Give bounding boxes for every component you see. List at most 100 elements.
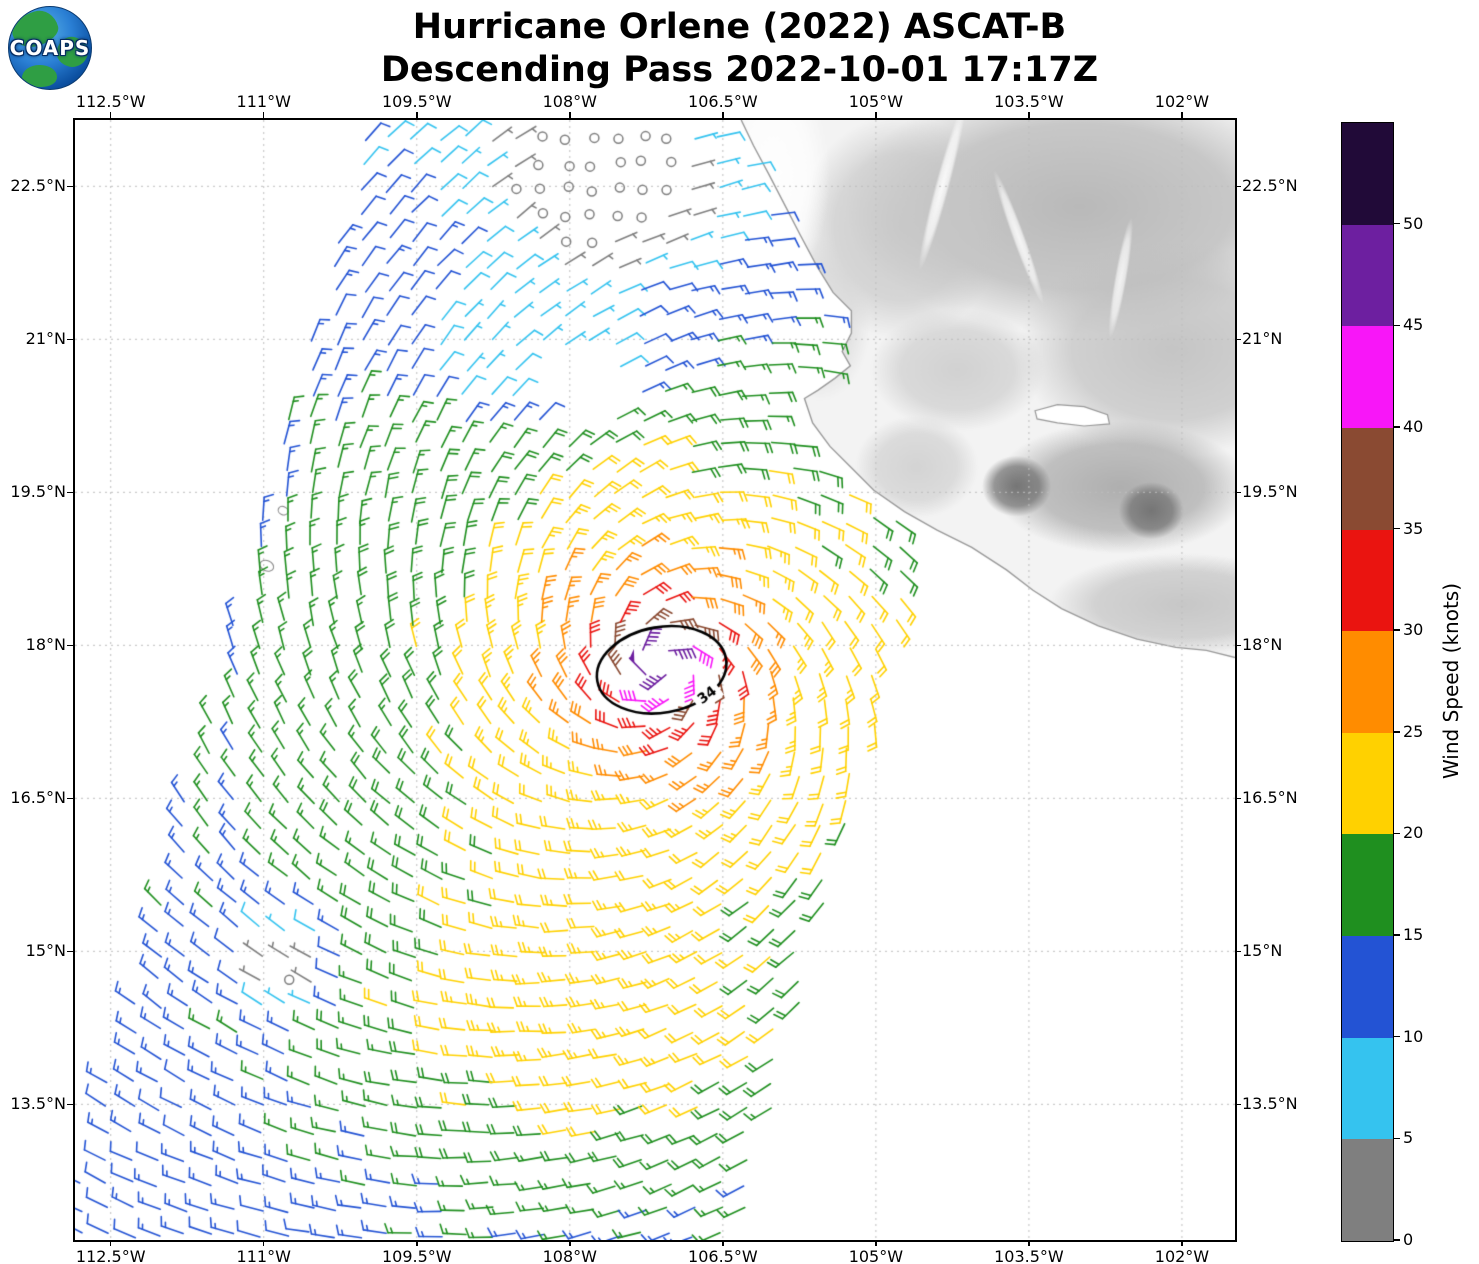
lat-tick-label-right: 22.5°N <box>1242 176 1298 196</box>
lon-tick-mark-bottom <box>1181 1240 1183 1246</box>
lon-tick-label-bottom: 103.5°W <box>994 1247 1064 1264</box>
lat-tick-mark-left <box>67 491 73 494</box>
lon-tick-mark-bottom <box>875 1240 877 1246</box>
colorbar-tick-label: 0 <box>1403 1230 1414 1249</box>
colorbar-tick-mark <box>1394 934 1400 936</box>
lat-tick-label-right: 19.5°N <box>1242 482 1298 502</box>
lat-tick-mark-right <box>1235 950 1241 953</box>
colorbar-tick-label: 25 <box>1403 721 1424 741</box>
colorbar-tick-mark <box>1394 1239 1400 1241</box>
lat-tick-label-left: 18°N <box>25 635 66 655</box>
lat-tick-mark-right <box>1235 491 1241 494</box>
colorbar-segment <box>1342 325 1393 428</box>
lon-tick-label-top: 108°W <box>542 92 597 111</box>
coaps-logo: COAPS <box>8 6 92 90</box>
lat-tick-label-left: 22.5°N <box>10 176 66 196</box>
lat-tick-label-right: 16.5°N <box>1242 788 1298 808</box>
lon-tick-mark-top <box>1181 112 1183 118</box>
colorbar-tick-mark <box>1394 1035 1400 1038</box>
lat-tick-label-left: 13.5°N <box>10 1094 66 1114</box>
lat-tick-label-left: 15°N <box>25 941 66 961</box>
lat-tick-mark-left <box>67 185 73 188</box>
colorbar-segment <box>1342 935 1393 1038</box>
lon-tick-label-bottom: 102°W <box>1154 1247 1210 1264</box>
lat-tick-mark-left <box>67 797 73 800</box>
wind-barb-map-canvas <box>75 120 1235 1240</box>
lat-tick-label-left: 16.5°N <box>10 788 66 808</box>
colorbar-segment <box>1342 224 1393 327</box>
lon-tick-label-bottom: 108°W <box>542 1247 597 1264</box>
colorbar-segment <box>1342 833 1393 937</box>
colorbar-tick-label: 5 <box>1403 1128 1414 1148</box>
title-line-2: Descending Pass 2022-10-01 17:17Z <box>380 50 1099 90</box>
lon-tick-mark-top <box>262 112 265 118</box>
colorbar-tick-label: 45 <box>1403 315 1424 335</box>
colorbar-tick-mark <box>1394 1137 1400 1140</box>
colorbar-segment <box>1342 529 1393 632</box>
lon-tick-label-top: 111°W <box>236 92 291 111</box>
lat-tick-mark-right <box>1235 797 1241 800</box>
lat-tick-mark-right <box>1235 644 1241 647</box>
colorbar-tick-mark <box>1394 832 1400 835</box>
colorbar-tick-mark <box>1394 629 1400 631</box>
lon-tick-mark-bottom <box>416 1240 418 1246</box>
lon-tick-label-top: 105°W <box>848 92 904 111</box>
lon-tick-label-top: 112.5°W <box>75 92 146 111</box>
lat-tick-mark-right <box>1235 185 1241 188</box>
map-plot-area <box>73 118 1237 1242</box>
lat-tick-mark-left <box>67 950 73 953</box>
lon-tick-label-top: 106.5°W <box>688 92 758 111</box>
lon-tick-label-top: 102°W <box>1154 92 1210 111</box>
lat-tick-mark-left <box>67 644 73 647</box>
lon-tick-label-bottom: 109.5°W <box>381 1247 452 1264</box>
colorbar-tick-mark <box>1394 222 1400 225</box>
lon-tick-mark-top <box>109 112 112 118</box>
lat-tick-mark-left <box>67 338 73 341</box>
colorbar-tick-label: 50 <box>1403 213 1424 233</box>
lon-tick-mark-top <box>1028 112 1030 118</box>
colorbar-tick-mark <box>1394 426 1400 428</box>
lon-tick-label-bottom: 105°W <box>848 1247 904 1264</box>
colorbar-tick-label: 30 <box>1403 620 1424 640</box>
colorbar-tick-label: 15 <box>1403 925 1424 945</box>
lon-tick-mark-top <box>875 112 877 118</box>
lon-tick-mark-top <box>569 112 571 118</box>
lon-tick-mark-bottom <box>569 1240 571 1246</box>
colorbar-tick-label: 40 <box>1403 416 1424 436</box>
globe-landmass <box>22 65 57 87</box>
lon-tick-label-bottom: 112.5°W <box>75 1247 146 1264</box>
lat-tick-label-right: 18°N <box>1242 635 1283 655</box>
lat-tick-label-right: 21°N <box>1242 329 1283 349</box>
lon-tick-mark-bottom <box>262 1240 265 1246</box>
title-line-1: Hurricane Orlene (2022) ASCAT-B <box>412 7 1067 47</box>
lat-tick-label-left: 21°N <box>25 329 66 349</box>
colorbar-segment <box>1342 122 1393 225</box>
lon-tick-mark-bottom <box>1028 1240 1030 1246</box>
colorbar-tick-mark <box>1394 731 1400 733</box>
lat-tick-label-right: 13.5°N <box>1242 1094 1298 1114</box>
lon-tick-label-bottom: 111°W <box>236 1247 291 1264</box>
lon-tick-label-top: 103.5°W <box>994 92 1064 111</box>
colorbar-tick-label: 10 <box>1403 1026 1424 1046</box>
lat-tick-mark-left <box>67 1103 73 1106</box>
lon-tick-label-bottom: 106.5°W <box>688 1247 758 1264</box>
lon-tick-mark-top <box>416 112 418 118</box>
colorbar-segment <box>1342 427 1393 530</box>
colorbar-tick-label: 35 <box>1403 518 1424 538</box>
colorbar-tick-mark <box>1394 527 1400 530</box>
lat-tick-label-right: 15°N <box>1242 941 1283 961</box>
colorbar-segment <box>1342 1037 1393 1140</box>
colorbar-tick-mark <box>1394 324 1400 327</box>
coaps-globe-icon: COAPS <box>8 6 92 90</box>
coaps-logo-text: COAPS <box>9 36 91 60</box>
colorbar-segment <box>1342 732 1393 835</box>
lat-tick-label-left: 19.5°N <box>10 482 66 502</box>
colorbar-segment <box>1342 1138 1393 1241</box>
colorbar-label: Wind Speed (knots) <box>1439 582 1463 780</box>
colorbar-tick-label: 20 <box>1403 823 1424 843</box>
lon-tick-mark-bottom <box>109 1240 112 1246</box>
lat-tick-mark-right <box>1235 338 1241 341</box>
figure-title: Hurricane Orlene (2022) ASCAT-B Descendi… <box>0 6 1479 92</box>
lon-tick-mark-bottom <box>722 1240 724 1246</box>
